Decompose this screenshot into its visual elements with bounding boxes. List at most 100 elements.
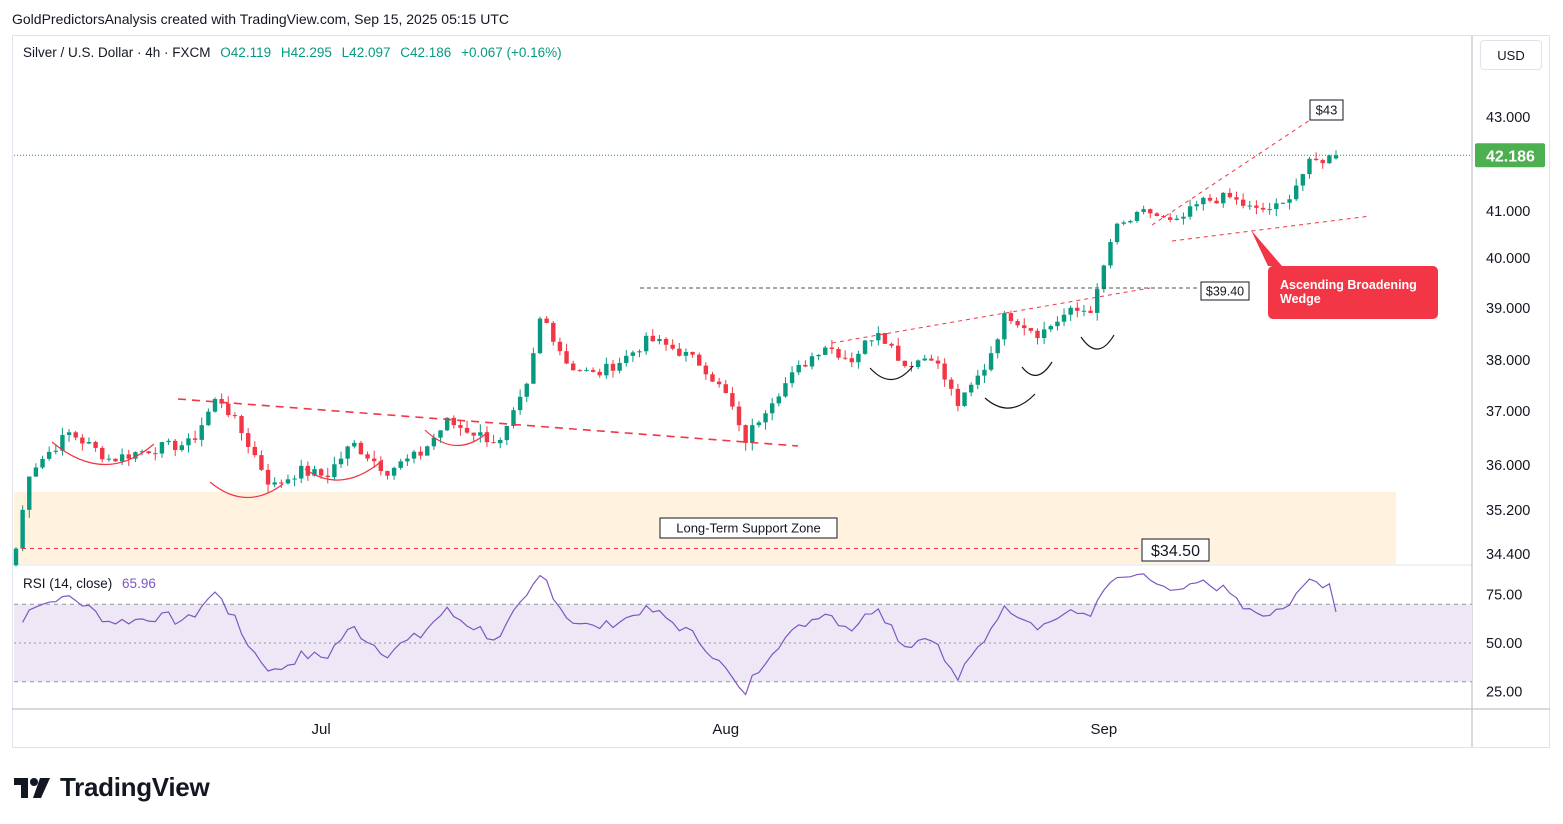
candle-body	[318, 469, 324, 476]
candle-body	[730, 393, 735, 407]
candle	[159, 441, 165, 458]
candle-body	[570, 363, 576, 371]
candle	[617, 357, 622, 374]
candle-body	[1048, 326, 1053, 330]
candle-body	[113, 458, 118, 462]
candle-body	[624, 355, 629, 363]
rising-trendline	[831, 287, 1151, 344]
candle-body	[677, 348, 682, 356]
candle	[1227, 188, 1233, 199]
candle	[1114, 222, 1120, 245]
candle-body	[1247, 205, 1252, 207]
candle-body	[398, 461, 403, 468]
candle-body	[478, 432, 483, 436]
candle	[975, 369, 981, 390]
candle	[915, 359, 921, 369]
candle	[1134, 210, 1140, 223]
candle-body	[438, 430, 443, 438]
candle-body	[1128, 220, 1133, 223]
candle-body	[100, 447, 105, 460]
candle-body	[219, 398, 224, 404]
candle-body	[46, 451, 52, 459]
candle	[126, 449, 131, 467]
candle	[690, 351, 695, 358]
rounded-bottom-arc	[1021, 361, 1053, 376]
candle	[46, 446, 52, 461]
candle-body	[1287, 199, 1292, 203]
candle-body	[1294, 185, 1299, 200]
candle	[796, 360, 801, 375]
rsi-tick-label: 50.00	[1486, 636, 1522, 652]
candle	[995, 338, 1000, 359]
candle-body	[139, 451, 145, 453]
candle	[570, 360, 576, 371]
candle-body	[650, 335, 655, 342]
candle-body	[179, 445, 185, 451]
candle	[113, 458, 118, 462]
rsi-legend[interactable]: RSI (14, close) 65.96	[23, 576, 156, 591]
candle	[1041, 321, 1047, 344]
candle	[1280, 202, 1286, 205]
candle-body	[425, 446, 430, 456]
candle-body	[849, 358, 854, 363]
candle	[1161, 214, 1166, 219]
candle	[411, 449, 417, 464]
candle	[458, 419, 463, 436]
rsi-value: 65.96	[122, 576, 156, 591]
candle	[1313, 152, 1319, 161]
candle	[643, 332, 649, 355]
candle	[93, 440, 98, 452]
candle-body	[736, 406, 742, 426]
candle-body	[511, 410, 516, 427]
candle-body	[1161, 215, 1166, 218]
candle-body	[604, 363, 609, 376]
candle-body	[643, 335, 649, 352]
open-value: O42.119	[220, 45, 272, 60]
candle	[1174, 215, 1180, 221]
candle	[405, 454, 410, 467]
candle	[33, 463, 39, 477]
candle-body	[20, 509, 25, 549]
rsi-tick-label: 75.00	[1486, 588, 1522, 604]
candle	[524, 382, 529, 402]
candle-body	[1055, 321, 1060, 327]
target-label-box	[1309, 99, 1344, 121]
candle	[809, 352, 815, 370]
candle-body	[126, 454, 131, 459]
candle-body	[1121, 222, 1126, 224]
candle-body	[385, 471, 390, 476]
candle	[929, 354, 934, 361]
axes: 43.000 41.000 40.000 39.000 38.000 37.000 36.0…	[312, 110, 1545, 738]
candle	[1327, 154, 1332, 164]
price-tick-label: 43.000	[1486, 110, 1530, 126]
candle-body	[551, 322, 556, 342]
candle-body	[444, 417, 450, 431]
candle-body	[1280, 202, 1286, 204]
candle-body	[690, 352, 695, 355]
candle-body	[1201, 197, 1206, 205]
candle-body	[1008, 313, 1014, 322]
candle-body	[146, 451, 151, 454]
symbol-info: Silver / U.S. Dollar · 4h · FXCM O42.119…	[23, 45, 568, 60]
candle	[232, 412, 238, 419]
candle-body	[517, 396, 523, 411]
tradingview-logo[interactable]: TradingView	[14, 772, 210, 803]
candle-body	[1221, 192, 1226, 204]
candle	[478, 424, 483, 443]
candle-body	[697, 354, 702, 366]
candle-body	[710, 374, 715, 382]
candle	[186, 433, 191, 453]
candle	[451, 415, 456, 429]
candle	[1247, 200, 1252, 210]
candle-body	[922, 358, 927, 361]
candle-body	[1154, 213, 1160, 216]
currency-button[interactable]: USD	[1480, 40, 1542, 70]
candle-body	[610, 363, 616, 371]
symbol-name[interactable]: Silver / U.S. Dollar · 4h · FXCM	[23, 45, 211, 60]
candle	[703, 362, 709, 380]
candle-body	[1234, 197, 1239, 200]
candle	[949, 377, 954, 396]
high-value: H42.295	[280, 45, 332, 60]
candle-body	[1274, 203, 1279, 210]
